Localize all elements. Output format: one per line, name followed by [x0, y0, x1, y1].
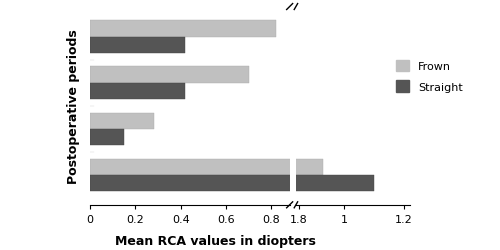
Bar [44, 175, 374, 191]
Bar [90, 113, 154, 129]
Bar [44, 83, 170, 99]
Bar [44, 21, 290, 37]
Bar [90, 21, 276, 37]
Bar [90, 83, 186, 99]
Bar [90, 67, 249, 83]
Bar [90, 37, 186, 54]
Bar [44, 37, 170, 54]
Bar [90, 175, 340, 191]
Bar [44, 67, 254, 83]
Bar [44, 159, 323, 175]
Bar [44, 113, 128, 129]
Text: Mean RCA values in diopters: Mean RCA values in diopters [114, 234, 316, 248]
Legend: Frown, Straight: Frown, Straight [392, 56, 467, 97]
Bar [44, 129, 89, 145]
Y-axis label: Postoperative periods: Postoperative periods [66, 29, 80, 183]
Bar [90, 159, 301, 175]
Bar [90, 129, 124, 145]
